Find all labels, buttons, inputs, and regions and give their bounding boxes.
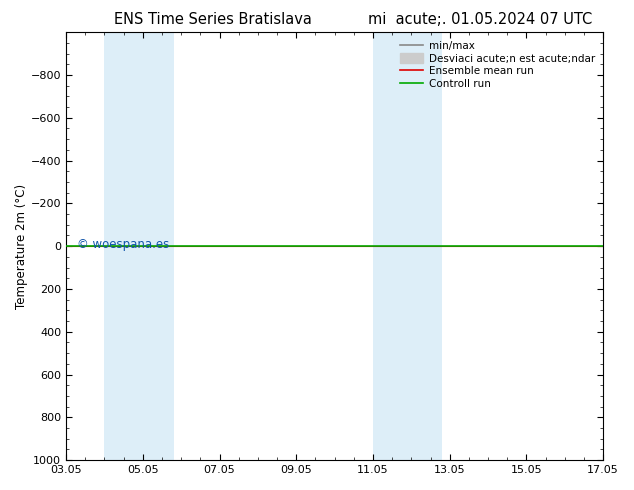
Bar: [105, 32, 174, 460]
Text: mi  acute;. 01.05.2024 07 UTC: mi acute;. 01.05.2024 07 UTC: [368, 12, 592, 27]
Text: ENS Time Series Bratislava: ENS Time Series Bratislava: [114, 12, 312, 27]
Bar: [373, 32, 442, 460]
Y-axis label: Temperature 2m (°C): Temperature 2m (°C): [15, 184, 28, 309]
Text: © woespana.es: © woespana.es: [77, 238, 169, 250]
Legend: min/max, Desviaci acute;n est acute;ndar, Ensemble mean run, Controll run: min/max, Desviaci acute;n est acute;ndar…: [398, 37, 598, 92]
